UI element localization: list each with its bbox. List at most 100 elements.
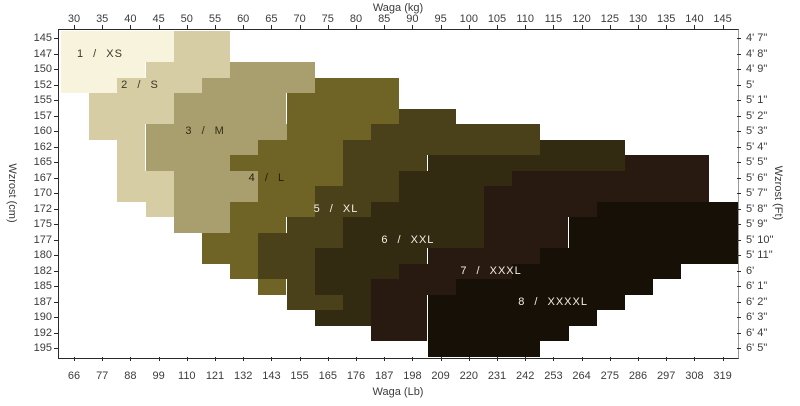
tick-mark xyxy=(737,224,741,225)
right-tick-ft: 6' 3" xyxy=(746,311,768,323)
size-region-xxxl xyxy=(427,248,541,264)
size-region-m xyxy=(173,93,287,109)
size-region-l xyxy=(258,186,315,202)
tick-mark xyxy=(525,357,527,361)
tick-mark xyxy=(54,115,58,117)
size-region-s xyxy=(89,124,146,140)
left-tick-cm: 145 xyxy=(33,32,52,44)
size-region-m xyxy=(173,186,259,202)
size-region-l xyxy=(286,124,372,140)
plot-area xyxy=(58,29,739,359)
size-region-xxl xyxy=(314,310,372,326)
tick-mark xyxy=(327,357,329,361)
bottom-tick-lb: 99 xyxy=(152,370,165,382)
top-tick-kg: 110 xyxy=(516,13,534,25)
tick-mark xyxy=(737,69,741,70)
right-axis-title: Wzrost (Ft) xyxy=(772,165,784,221)
size-region-xxxxl xyxy=(427,310,597,326)
size-region-xl xyxy=(286,279,315,295)
size-region-l xyxy=(258,279,287,295)
left-tick-cm: 182 xyxy=(33,264,52,277)
size-region-s xyxy=(173,46,231,63)
top-tick-kg: 90 xyxy=(406,13,419,25)
size-region-m xyxy=(145,139,259,156)
bottom-tick-lb: 121 xyxy=(205,370,225,382)
right-tick-ft: 5' 7" xyxy=(746,187,768,199)
tick-mark xyxy=(384,25,386,29)
tick-mark xyxy=(609,25,611,29)
tick-mark xyxy=(722,25,724,29)
size-region-l xyxy=(258,139,343,156)
tick-mark xyxy=(737,193,741,194)
tick-mark xyxy=(54,208,58,210)
size-region-xl xyxy=(286,217,343,233)
tick-mark xyxy=(186,25,188,29)
size-region-l xyxy=(201,248,259,264)
tick-mark xyxy=(54,255,58,256)
left-tick-cm: 177 xyxy=(33,233,52,246)
left-tick-cm: 195 xyxy=(33,342,52,354)
tick-mark xyxy=(440,357,442,361)
tick-mark xyxy=(737,317,741,318)
size-region-xxxl xyxy=(399,263,513,280)
size-region-xxxl xyxy=(512,170,710,187)
bottom-tick-lb: 187 xyxy=(375,370,394,382)
size-region-xxxxl xyxy=(540,248,738,264)
size-region-xxl xyxy=(342,294,372,311)
top-tick-kg: 100 xyxy=(459,13,478,25)
tick-mark xyxy=(74,25,75,29)
size-label-l: 4 / L xyxy=(248,171,286,184)
size-region-xxl xyxy=(314,248,428,264)
top-tick-kg: 55 xyxy=(208,13,222,25)
bottom-tick-lb: 209 xyxy=(431,370,450,382)
size-region-xxxxl xyxy=(427,341,541,357)
tick-mark xyxy=(694,25,696,29)
tick-mark xyxy=(412,25,414,29)
size-region-s xyxy=(145,201,174,218)
size-region-xs xyxy=(60,77,118,94)
size-region-s xyxy=(89,108,174,125)
top-axis-title: Waga (kg) xyxy=(372,2,424,14)
bottom-tick-lb: 155 xyxy=(290,370,309,382)
tick-mark xyxy=(468,25,470,29)
tick-mark xyxy=(54,239,58,241)
size-region-xxxxl xyxy=(427,325,569,342)
tick-mark xyxy=(271,25,273,29)
tick-mark xyxy=(666,25,668,29)
size-region-xxxl xyxy=(483,201,597,218)
left-tick-cm: 185 xyxy=(33,280,52,292)
size-region-xl xyxy=(314,186,400,202)
left-tick-cm: 167 xyxy=(33,171,52,184)
right-tick-ft: 6' 1" xyxy=(746,280,768,292)
tick-mark xyxy=(54,301,58,303)
tick-mark xyxy=(412,357,414,361)
right-tick-ft: 4' 9" xyxy=(746,63,768,75)
size-region-xl xyxy=(258,248,315,264)
bottom-tick-lb: 319 xyxy=(713,370,732,382)
left-tick-cm: 147 xyxy=(33,47,52,60)
right-tick-ft: 5' 8" xyxy=(746,202,768,215)
tick-mark xyxy=(737,131,741,132)
tick-mark xyxy=(54,224,58,225)
size-region-xxl xyxy=(342,217,484,233)
top-tick-kg: 115 xyxy=(544,13,563,25)
left-tick-cm: 157 xyxy=(33,109,52,122)
left-tick-cm: 170 xyxy=(33,187,52,199)
tick-mark xyxy=(553,357,555,361)
size-region-s xyxy=(117,155,146,171)
size-region-xxxxl xyxy=(596,201,738,218)
top-tick-kg: 80 xyxy=(349,13,363,25)
top-tick-kg: 95 xyxy=(434,13,447,25)
tick-mark xyxy=(54,100,58,101)
bottom-tick-lb: 308 xyxy=(685,370,704,382)
right-tick-ft: 4' 8" xyxy=(746,47,768,60)
right-tick-ft: 6' xyxy=(746,264,755,277)
left-tick-cm: 165 xyxy=(33,156,52,168)
tick-mark xyxy=(130,357,132,361)
bottom-tick-lb: 88 xyxy=(124,370,137,382)
size-region-xxxl xyxy=(371,325,428,342)
tick-mark xyxy=(384,357,386,361)
top-tick-kg: 125 xyxy=(600,13,619,25)
size-region-l xyxy=(230,263,259,280)
bottom-tick-lb: 253 xyxy=(544,370,563,382)
